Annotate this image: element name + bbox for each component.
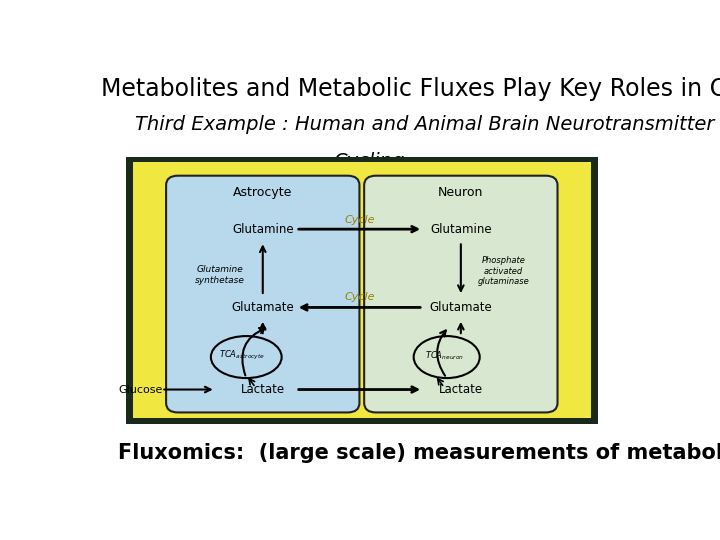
Text: Phosphate
activated
glutaminase: Phosphate activated glutaminase (477, 256, 529, 286)
Text: $\mathit{TCA}_{astrocyte}$: $\mathit{TCA}_{astrocyte}$ (219, 349, 264, 362)
Text: Lactate: Lactate (240, 383, 285, 396)
Text: Glutamine
synthetase: Glutamine synthetase (195, 265, 246, 285)
Text: Glutamate: Glutamate (429, 301, 492, 314)
Text: Cycle: Cycle (344, 214, 374, 225)
FancyBboxPatch shape (166, 176, 359, 413)
Text: Neuron: Neuron (438, 186, 484, 199)
Text: Astrocyte: Astrocyte (233, 186, 292, 199)
Text: Cycle: Cycle (344, 293, 374, 302)
Text: Glutamine: Glutamine (430, 222, 492, 235)
Text: Glutamine: Glutamine (232, 222, 294, 235)
Text: Glutamate: Glutamate (231, 301, 294, 314)
FancyBboxPatch shape (133, 163, 590, 418)
Text: Third Example : Human and Animal Brain Neurotransmitter: Third Example : Human and Animal Brain N… (135, 114, 714, 134)
Text: Fluxomics:  (large scale) measurements of metabolic fluxes: Fluxomics: (large scale) measurements of… (118, 443, 720, 463)
FancyBboxPatch shape (121, 153, 603, 428)
Text: $\mathit{TCA}_{neuron}$: $\mathit{TCA}_{neuron}$ (425, 350, 464, 362)
Text: Lactate: Lactate (438, 383, 483, 396)
Text: Cycling: Cycling (333, 152, 405, 171)
Text: Metabolites and Metabolic Fluxes Play Key Roles in Organisms: Metabolites and Metabolic Fluxes Play Ke… (101, 77, 720, 102)
Text: from: Metabolic Engineering (2004): from: Metabolic Engineering (2004) (258, 400, 480, 413)
FancyBboxPatch shape (364, 176, 557, 413)
Text: Glucose: Glucose (118, 384, 162, 395)
